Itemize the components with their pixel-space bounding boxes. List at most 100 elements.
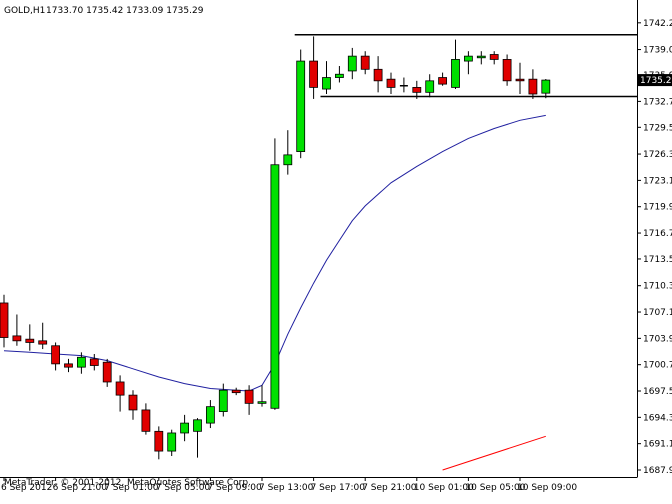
candle-body-bull [218, 389, 228, 412]
candle[interactable] [451, 39, 460, 90]
candle-body-bull [463, 55, 473, 62]
candle[interactable] [77, 352, 86, 374]
candle[interactable] [128, 390, 138, 420]
candle-body-bear [154, 430, 164, 452]
candle[interactable] [476, 51, 486, 65]
candle[interactable] [231, 387, 241, 396]
candle[interactable] [218, 383, 228, 417]
candle[interactable] [270, 138, 280, 410]
candle[interactable] [489, 51, 499, 65]
candle[interactable] [154, 426, 164, 460]
ohlc-readout: 1733.70 1735.42 1733.09 1735.29 [46, 6, 204, 16]
candle-body-bear [360, 55, 370, 70]
candle-body-bull [425, 80, 435, 93]
candle-body-bear [38, 340, 48, 345]
candle[interactable] [244, 385, 254, 415]
candle-body-bull [541, 79, 551, 94]
candle-body-bear [102, 361, 112, 383]
candle[interactable] [283, 130, 293, 175]
candle[interactable] [322, 61, 331, 94]
candle[interactable] [515, 62, 525, 94]
candle-body-bear [502, 59, 512, 82]
current-price-tag [638, 74, 672, 87]
candle[interactable] [167, 429, 177, 457]
candle[interactable] [180, 414, 190, 442]
candle-body-bull [270, 164, 280, 409]
y-tick-label: 1713.55 [643, 255, 672, 265]
candle[interactable] [334, 66, 344, 83]
candle-body-bear [51, 345, 60, 365]
candle[interactable] [425, 74, 435, 98]
symbol-title: GOLD,H1 [4, 6, 45, 16]
candle-body-bear [128, 394, 138, 411]
y-tick-label: 1716.70 [643, 229, 672, 239]
candle[interactable] [51, 342, 60, 371]
candle[interactable] [25, 324, 35, 351]
current-price-label: 1735.29 [640, 76, 672, 86]
y-tick-label: 1742.25 [643, 19, 672, 29]
x-tick-label: 10 Sep 09:00 [517, 483, 577, 493]
candle[interactable] [386, 72, 396, 94]
y-tick-label: 1687.90 [643, 466, 672, 476]
y-tick-label: 1697.50 [643, 387, 672, 397]
candle[interactable] [541, 79, 551, 99]
candle-body-bull [347, 55, 357, 72]
candle[interactable] [438, 72, 448, 86]
candle-body-bear [309, 60, 319, 88]
candle-body-bear [64, 363, 73, 368]
candle[interactable] [373, 56, 383, 93]
candle-body-bull [257, 401, 267, 404]
candle[interactable] [399, 77, 408, 93]
y-tick-label: 1710.30 [643, 282, 672, 292]
y-tick-label: 1719.90 [643, 203, 672, 213]
candle-body-bear [528, 78, 538, 95]
y-tick-label: 1729.55 [643, 123, 672, 133]
x-tick-label: 10 Sep 05:00 [465, 483, 525, 493]
candle-body-bull [180, 422, 190, 434]
candle[interactable] [193, 418, 202, 458]
candle-body-bull [283, 154, 293, 166]
candle-body-bull [167, 432, 177, 452]
y-tick-label: 1703.90 [643, 334, 672, 344]
candle[interactable] [141, 403, 151, 435]
candle[interactable] [205, 400, 215, 429]
candle[interactable] [360, 51, 370, 75]
candle-body-bear [489, 54, 499, 60]
candle-body-bull [322, 77, 331, 90]
candle[interactable] [0, 294, 9, 348]
candle[interactable] [257, 385, 267, 407]
candle[interactable] [463, 51, 473, 75]
candle[interactable] [115, 375, 125, 412]
x-tick-label: 7 Sep 17:00 [311, 483, 366, 493]
x-tick-label: 6 Sep 2012 [1, 483, 52, 493]
candle-body-bear [515, 78, 525, 82]
candle-body-bear [231, 389, 241, 394]
y-tick-label: 1700.70 [643, 361, 672, 371]
candle-body-bear [141, 409, 151, 432]
candle[interactable] [38, 322, 48, 350]
candle[interactable] [502, 54, 512, 86]
y-tick-label: 1726.30 [643, 150, 672, 160]
x-tick-label: 7 Sep 13:00 [259, 483, 314, 493]
candle-body-bear [0, 302, 9, 338]
candle[interactable] [309, 36, 319, 99]
x-tick-label: 10 Sep 01:00 [414, 483, 474, 493]
y-tick-label: 1707.10 [643, 308, 672, 318]
candle[interactable] [12, 314, 22, 346]
candle[interactable] [296, 49, 306, 159]
candle[interactable] [64, 358, 73, 373]
candle[interactable] [102, 358, 112, 387]
candle[interactable] [347, 47, 357, 80]
y-tick-label: 1694.30 [643, 413, 672, 423]
y-tick-label: 1732.70 [643, 97, 672, 107]
candle-body-bear [373, 68, 383, 82]
candle[interactable] [412, 80, 422, 99]
candle[interactable] [89, 353, 99, 371]
candle-body-bull [451, 59, 460, 88]
x-tick-label: 7 Sep 05:00 [156, 483, 211, 493]
candle[interactable] [528, 69, 538, 99]
candle-body-bull [334, 73, 344, 78]
candle-body-bear [12, 335, 22, 342]
